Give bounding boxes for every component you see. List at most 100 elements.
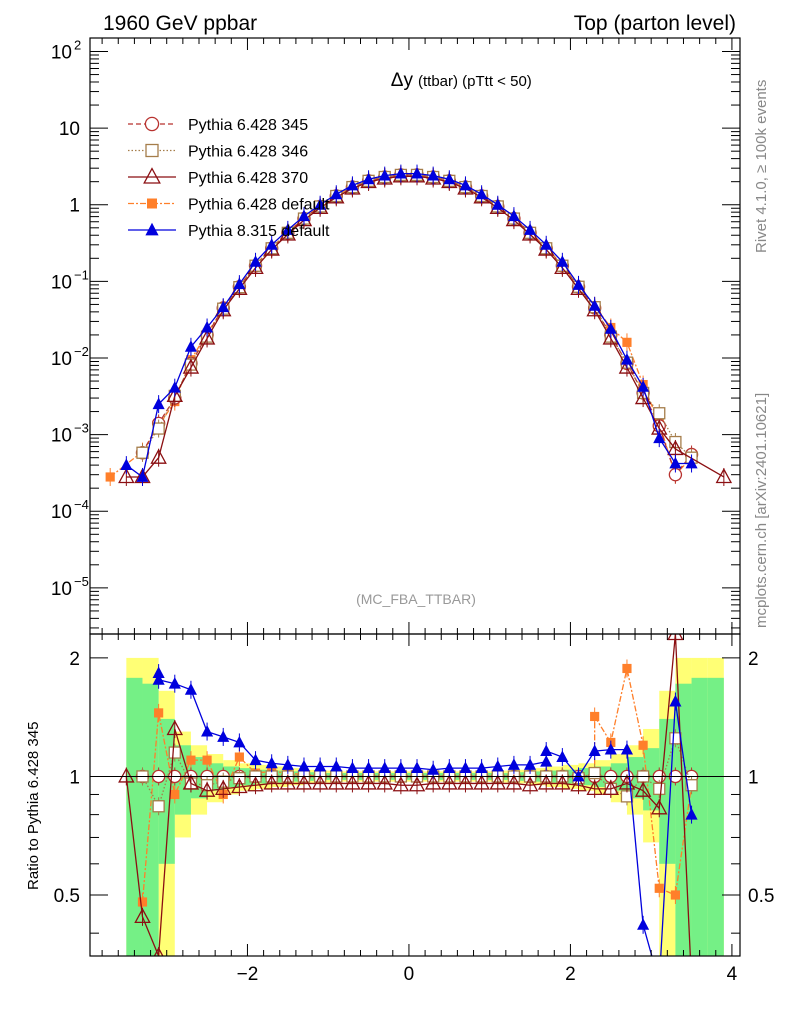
observable-title-main: Δy: [391, 70, 414, 91]
series-pythia-6-428-370-point: [166, 386, 184, 403]
ratio-pythia-8-315-default-point: [378, 761, 391, 774]
series-pythia-8-315-default-point: [136, 470, 149, 482]
ratio-pythia-6-428-default-point: [654, 883, 664, 893]
ratio-y-tick-label-right: 2: [748, 649, 759, 670]
y-tick-label: 10: [51, 426, 72, 447]
x-tick-label: 2: [565, 964, 576, 985]
ratio-pythia-6-428-370-point: [360, 774, 377, 790]
series-pythia-8-315-default-point: [394, 166, 407, 179]
series-pythia-8-315-default-point: [588, 299, 601, 311]
observable-title-sub: (ttbar) (pTtt < 50): [418, 73, 532, 90]
y-tick-label: 10: [51, 42, 72, 63]
ratio-pythia-6-428-default-point: [622, 663, 632, 674]
legend-label-pythia-6-428-370: Pythia 6.428 370: [188, 170, 308, 187]
y-tick-label: 10: [59, 119, 80, 140]
ratio-pythia-6-428-370-point: [408, 776, 426, 792]
ratio-pythia-8-315-default-line: [157, 673, 693, 956]
ratio-pythia-6-428-370-point: [473, 774, 490, 790]
ratio-pythia-6-428-370-point: [328, 774, 345, 790]
ratio-pythia-8-315-default-point: [249, 753, 262, 766]
legend-marker-pythia-6-428-370: [143, 167, 161, 184]
ratio-pythia-6-428-346-point: [168, 746, 181, 759]
ratio-pythia-8-315-default-point: [217, 730, 230, 742]
ratio-pythia-8-315-default-point: [346, 761, 359, 774]
legend-label-pythia-6-428-default: Pythia 6.428 default: [188, 197, 330, 214]
ratio-pythia-8-315-default-point: [637, 918, 650, 930]
y-tick-exponent: −2: [74, 344, 89, 359]
x-tick-label: 0: [404, 964, 415, 985]
ratio-pythia-6-428-346-point: [685, 779, 698, 792]
ratio-pythia-8-315-default-point: [281, 758, 294, 770]
ratio-pythia-8-315-default-point: [427, 763, 440, 775]
series-pythia-8-315-default-point: [362, 172, 375, 185]
ratio-pythia-8-315-default-point: [507, 758, 520, 770]
series-pythia-8-315-default-point: [556, 255, 569, 267]
ratio-pythia-6-428-370-point: [441, 774, 458, 790]
ratio-pythia-8-315-default-point: [653, 976, 665, 988]
ratio-pythia-8-315-default-point: [168, 677, 181, 689]
series-pythia-6-428-370-point: [602, 329, 620, 345]
ratio-pythia-8-315-default-point: [201, 724, 214, 737]
ratio-pythia-8-315-default-point: [394, 761, 407, 774]
main-series-layer: [105, 164, 733, 486]
mcplots-label: mcplots.cern.ch [arXiv:2401.10621]: [753, 393, 770, 628]
y-tick-exponent: −3: [74, 421, 89, 436]
y-tick-label: 1: [69, 196, 80, 217]
ratio-pythia-6-428-370-point: [521, 776, 539, 792]
series-pythia-8-315-default-point: [297, 209, 311, 222]
green-band-bin: [142, 683, 159, 956]
ratio-pythia-6-428-370-point: [634, 781, 652, 797]
ratio-pythia-6-428-default-point: [137, 897, 148, 907]
series-pythia-8-315-default-point: [572, 278, 585, 290]
series-pythia-6-428-370-point: [118, 467, 135, 484]
series-pythia-8-315-default-point: [217, 300, 230, 313]
ratio-pythia-8-315-default-point: [297, 759, 311, 772]
ratio-pythia-6-428-370-point: [311, 774, 329, 790]
series-pythia-8-315-default-point: [604, 322, 617, 334]
series-pythia-6-428-346-point: [136, 446, 149, 459]
ratio-pythia-6-428-default-point: [234, 752, 244, 762]
ratio-pythia-6-428-370-point: [424, 774, 442, 790]
legend-label-pythia-8-315-default: Pythia 8.315 default: [188, 223, 330, 240]
ratio-panel-frame: [89, 633, 741, 957]
series-pythia-8-315-default-point: [491, 198, 504, 210]
series-pythia-8-315-default-point: [427, 169, 440, 181]
ratio-y-tick-label-right: 0.5: [748, 886, 774, 907]
series-pythia-8-315-default-point: [346, 178, 359, 191]
legend-marker-pythia-8-315-default: [145, 222, 159, 236]
ratio-pythia-6-428-346-point: [653, 782, 666, 796]
ratio-pythia-6-428-default-point: [170, 789, 180, 800]
ratio-pythia-6-428-370-point: [198, 781, 216, 797]
series-pythia-8-315-default-point: [168, 381, 181, 393]
ratio-pythia-6-428-370-point: [586, 779, 603, 796]
ratio-pythia-6-428-default-point: [154, 708, 164, 718]
series-pythia-6-428-370-point: [715, 467, 733, 484]
ratio-pythia-6-428-346-point: [152, 800, 165, 813]
ratio-pythia-8-315-default-point: [540, 744, 553, 757]
green-band-bin: [707, 677, 724, 956]
ratio-pythia-8-315-default-point: [314, 759, 327, 772]
energy-title: 1960 GeV ppbar: [103, 12, 257, 35]
series-pythia-8-315-default-point: [443, 172, 456, 185]
x-tick-label: −2: [237, 964, 259, 985]
ratio-y-tick-label: 0.5: [54, 886, 80, 907]
series-pythia-8-315-default-point: [459, 178, 472, 191]
ratio-pythia-6-428-370-point: [231, 777, 248, 794]
ratio-pythia-6-428-370-point: [667, 634, 684, 641]
legend-marker-pythia-6-428-default: [147, 198, 157, 209]
legend-marker-pythia-6-428-345: [144, 116, 160, 132]
y-tick-exponent: −5: [74, 574, 89, 589]
ratio-pythia-6-428-370-point: [279, 774, 297, 790]
series-pythia-8-315-default-point: [330, 187, 343, 200]
ratio-pythia-6-428-370-point: [295, 774, 313, 790]
series-pythia-8-315-default-point: [524, 223, 537, 235]
ratio-pythia-6-428-370-point: [118, 767, 135, 783]
ratio-pythia-6-428-370-point: [457, 774, 474, 790]
series-pythia-6-428-370-point: [150, 448, 167, 464]
ratio-pythia-8-315-default-point: [620, 742, 634, 755]
ratio-pythia-8-315-default-point: [685, 808, 698, 820]
ratio-y-tick-label: 2: [69, 649, 80, 670]
series-pythia-8-315-default-point: [637, 380, 650, 392]
